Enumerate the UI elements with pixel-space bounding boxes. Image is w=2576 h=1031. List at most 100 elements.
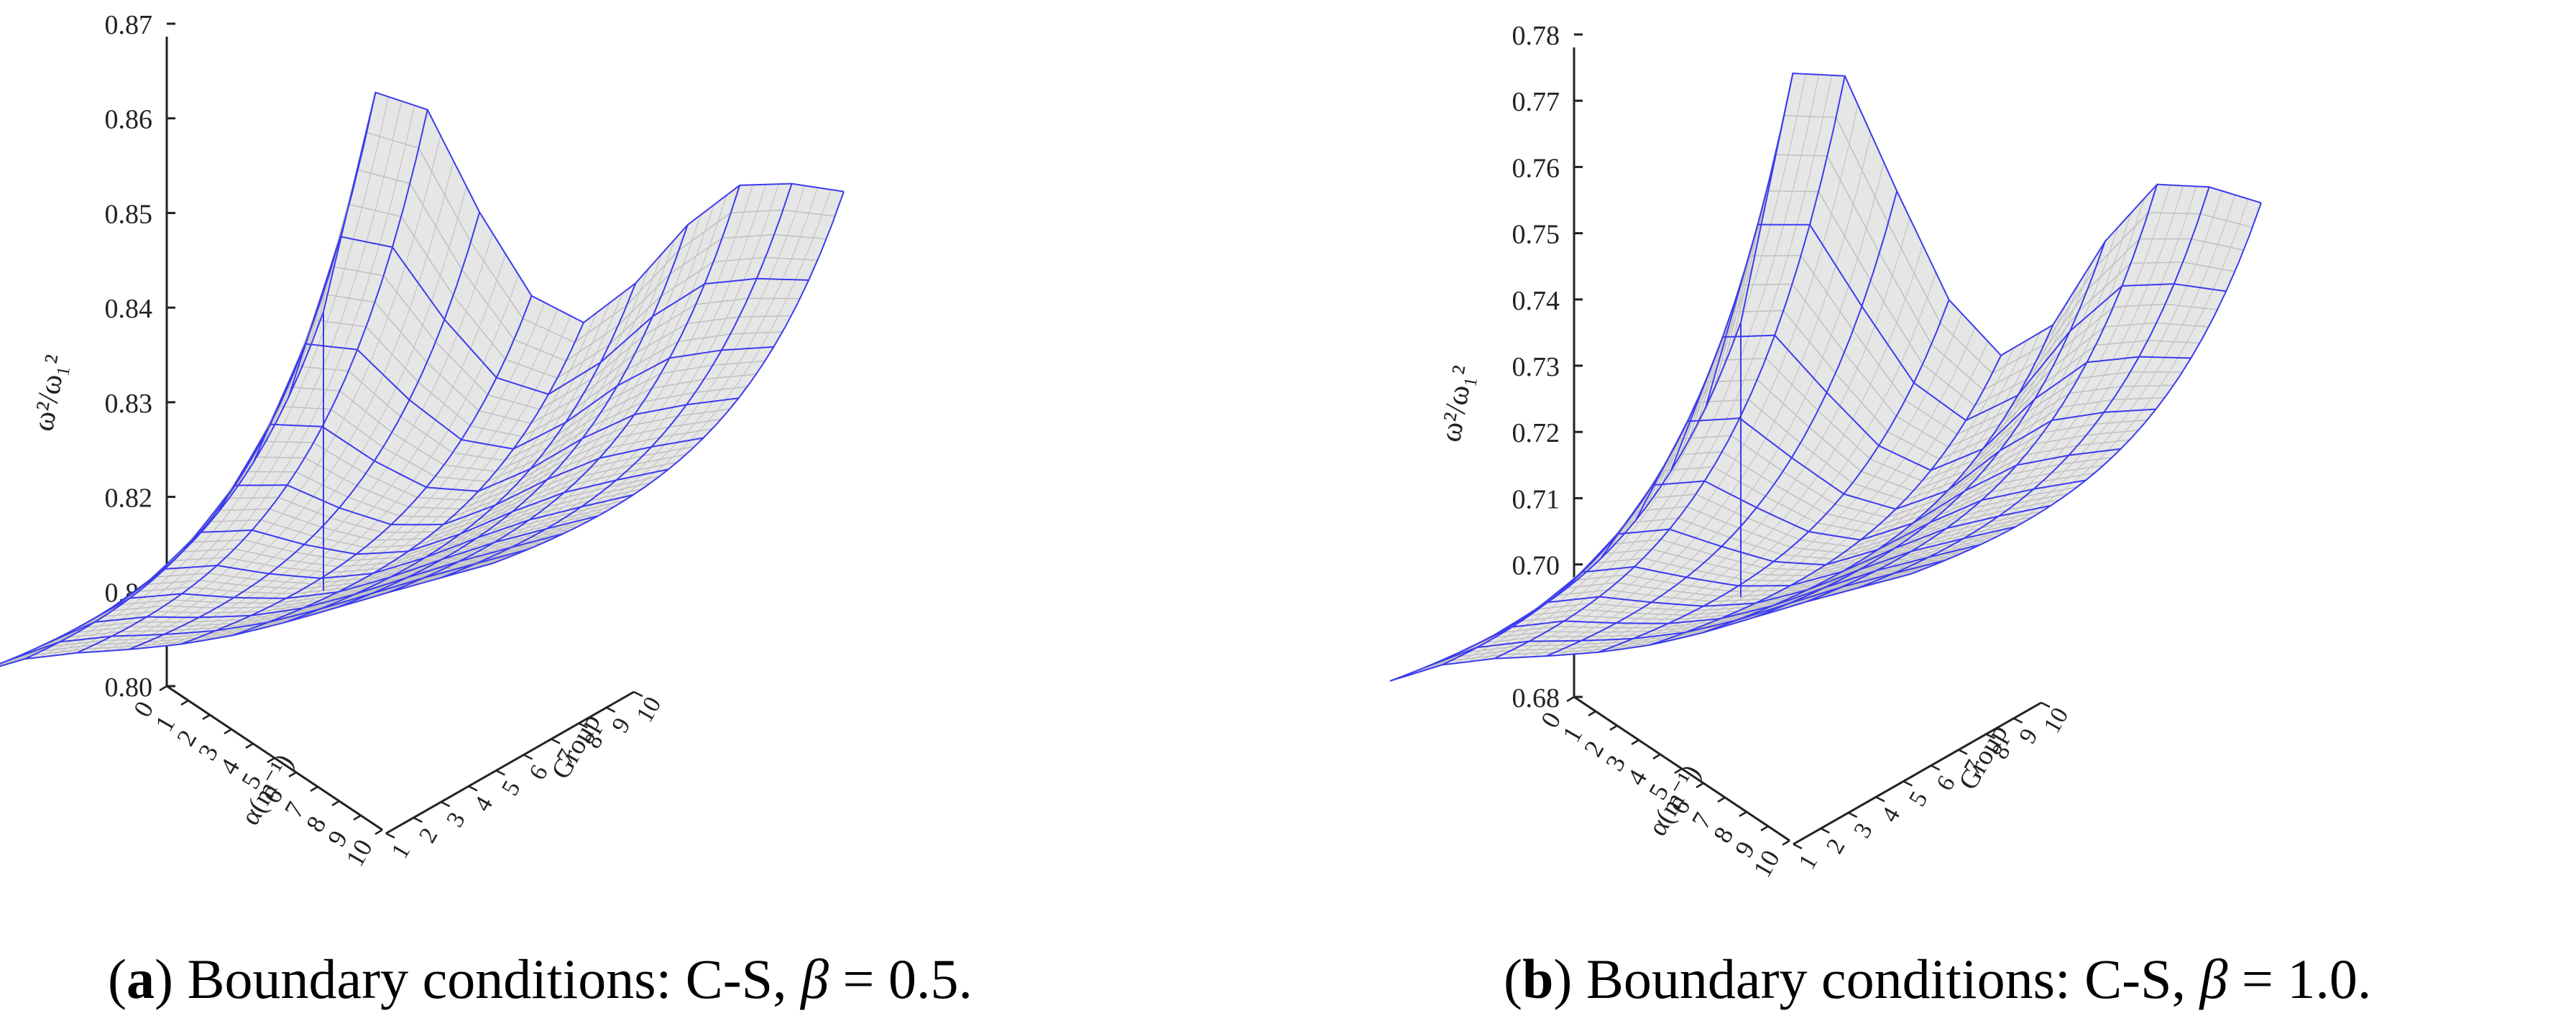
surface-patch — [300, 435, 349, 497]
y-tick-label: 10 — [631, 693, 666, 727]
x-tick-mark — [288, 771, 297, 778]
surface-patch — [1669, 481, 1718, 534]
surface-patch — [712, 348, 761, 402]
surface-patch — [1775, 224, 1823, 350]
surface-patch — [2030, 416, 2078, 463]
surface-patch — [283, 345, 331, 426]
surface-patch — [1804, 405, 1853, 476]
surface-patch — [599, 412, 648, 458]
x-tick-mark — [1588, 710, 1596, 717]
z-axis-label: ω²/ω₁² — [27, 352, 73, 433]
surface-patch — [2091, 356, 2139, 415]
surface-patch — [1760, 525, 1809, 562]
surface-patch — [2070, 227, 2118, 331]
surface-patch — [430, 490, 479, 525]
surface-patch — [483, 274, 532, 378]
y-tick-mark — [495, 769, 505, 776]
y-tick-mark — [1875, 796, 1885, 803]
surface-patch — [1643, 481, 1692, 532]
surface-patch — [722, 278, 770, 351]
surface-grid-line — [1545, 190, 1898, 657]
surface-patch — [525, 468, 574, 507]
surface-patch — [1836, 133, 1885, 286]
z-tick-label: 0.72 — [1512, 418, 1560, 448]
surface-patch — [603, 446, 652, 484]
x-tick-mark — [310, 785, 318, 792]
surface-patch — [431, 186, 480, 320]
x-tick-mark — [1674, 767, 1683, 775]
surface-patch — [612, 410, 661, 456]
x-tick-mark — [1609, 724, 1618, 731]
surface-patch — [677, 399, 726, 443]
surface-patch — [1665, 420, 1714, 484]
surface-patch — [1795, 484, 1844, 532]
surface-patch — [2112, 284, 2161, 360]
surface-patch — [664, 401, 713, 445]
surface-patch — [513, 386, 562, 449]
surface-patch — [1852, 527, 1900, 558]
z-tick-label: 0.70 — [1512, 551, 1560, 581]
surface-patch — [447, 504, 496, 539]
surface-patch — [452, 444, 501, 491]
surface-patch — [717, 184, 766, 283]
surface-patch — [643, 292, 692, 372]
surface-patch — [1969, 465, 2017, 507]
y-tick-mark — [551, 738, 561, 744]
surface-grid-line — [388, 185, 741, 593]
surface-patch — [491, 435, 540, 486]
surface-patch — [2200, 195, 2248, 290]
surface-patch — [1678, 419, 1727, 484]
surface-patch — [1726, 335, 1775, 420]
surface-patch — [582, 379, 631, 439]
surface-patch — [1691, 418, 1740, 482]
surface-grid-line — [1702, 324, 2054, 634]
surface-patch — [203, 530, 252, 567]
surface-patch — [2007, 458, 2056, 495]
surface-patch — [578, 339, 627, 414]
y-tick-mark — [1848, 812, 1858, 818]
surface-patch — [630, 300, 679, 379]
surface-patch — [564, 455, 613, 493]
surface-patch — [629, 442, 678, 478]
surface-patch — [248, 425, 297, 486]
surface-patch — [642, 440, 691, 475]
surface-patch — [335, 362, 384, 444]
surface-patch — [370, 265, 419, 375]
surface-patch — [322, 349, 371, 435]
z-tick-label: 0.84 — [105, 294, 153, 324]
surface-patch — [503, 497, 552, 530]
surface-patch — [1979, 340, 2028, 415]
surface-patch — [422, 333, 471, 420]
surface-patch — [2048, 308, 2097, 390]
surface-patch — [418, 161, 467, 302]
surface-patch — [1956, 401, 2005, 460]
surface-patch — [608, 365, 657, 427]
surface-patch — [1721, 507, 1770, 550]
surface-patch — [521, 445, 570, 493]
surface-patch — [444, 212, 493, 334]
surface-patch — [426, 439, 475, 489]
surface-patch — [796, 189, 844, 280]
surface-patch — [252, 485, 300, 534]
y-axis-line — [385, 690, 635, 835]
surface-patch — [392, 109, 441, 266]
surface-patch — [1926, 313, 1975, 402]
surface-patch — [1852, 344, 1901, 433]
surface-patch — [1573, 568, 1622, 600]
y-tick-label: 1 — [387, 839, 416, 863]
surface-patch — [678, 195, 727, 300]
surface-patch — [1608, 530, 1657, 570]
surface-patch — [1887, 495, 1935, 532]
surface-patch — [1860, 504, 1909, 540]
surface-patch — [504, 429, 553, 481]
surface-patch — [261, 425, 310, 486]
y-tick-mark — [385, 832, 395, 839]
surface-patch — [538, 463, 586, 502]
surface-patch — [2122, 184, 2171, 287]
surface-patch — [1995, 460, 2043, 498]
surface-patch — [482, 468, 530, 510]
z-tick-label: 0.85 — [105, 199, 153, 229]
surface-patch — [1956, 471, 2004, 512]
surface-patch — [1586, 566, 1634, 598]
x-tick-mark — [1631, 739, 1639, 746]
